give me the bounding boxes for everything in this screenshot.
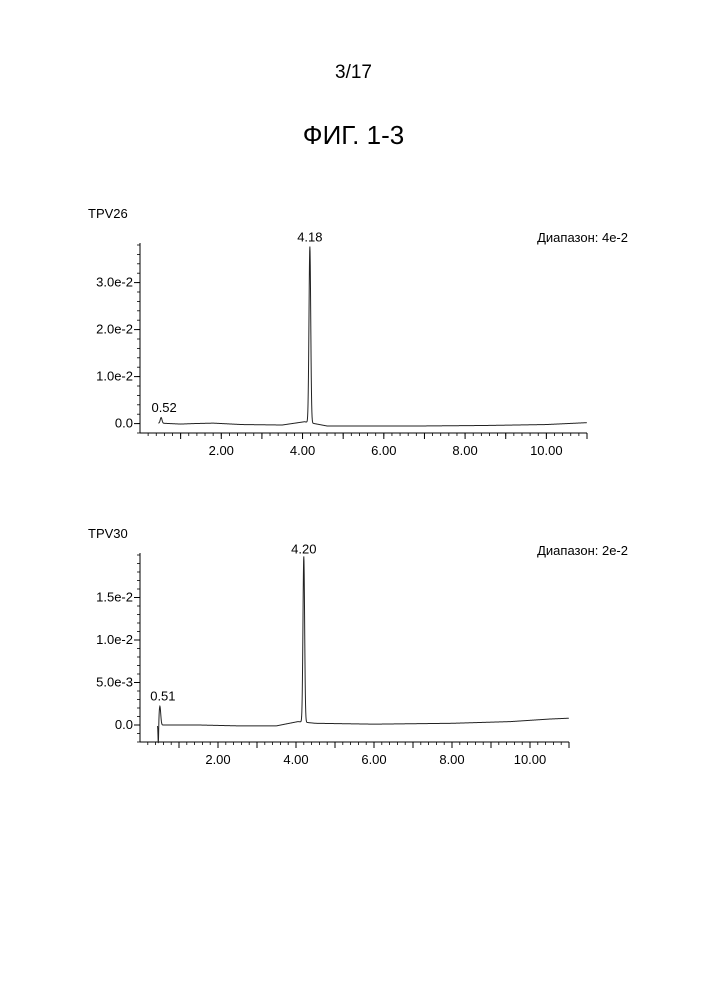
chart-0-range-label: Диапазон: 4e-2 xyxy=(537,230,628,245)
chart-1-trace-line xyxy=(158,556,569,743)
chart-0-title: TPV26 xyxy=(88,206,128,221)
chart-0-x-tick-label: 10.00 xyxy=(530,443,563,458)
chart-0-peak-label: 4.18 xyxy=(297,229,322,244)
chart-1-peak-label: 0.51 xyxy=(150,688,175,703)
chart-0-x-tick-label: 8.00 xyxy=(452,443,477,458)
chart-1-x-tick-label: 8.00 xyxy=(439,752,464,767)
chromatogram-tpv30: TPV30 Диапазон: 2e-2 0.0 5.0e-3 1.0e-2 1.5e-2… xyxy=(0,520,707,780)
chart-1-x-tick-label: 6.00 xyxy=(361,752,386,767)
chart-1-range-label: Диапазон: 2e-2 xyxy=(537,543,628,558)
chart-0-y-tick-label: 0.0 xyxy=(115,416,133,431)
chart-0-peak-label: 0.52 xyxy=(151,400,176,415)
chart-0-trace-line xyxy=(158,246,587,425)
chromatogram-tpv26: TPV26 Диапазон: 4e-2 0.0 1.0e-2 2.0e-2 3.0e-2… xyxy=(0,200,707,470)
chart-0-y-tick-label: 2.0e-2 xyxy=(96,322,133,337)
chart-1-x-tick-label: 2.00 xyxy=(205,752,230,767)
chart-1-peak-label: 4.20 xyxy=(291,541,316,556)
chart-1-x-tick-label: 4.00 xyxy=(283,752,308,767)
chart-0-x-tick-label: 2.00 xyxy=(209,443,234,458)
chart-1-title: TPV30 xyxy=(88,526,128,541)
chart-0-y-tick-label: 1.0e-2 xyxy=(96,369,133,384)
chart-0-y-tick-label: 3.0e-2 xyxy=(96,275,133,290)
chart-1-y-tick-label: 1.5e-2 xyxy=(96,590,133,605)
page-number: 3/17 xyxy=(0,62,707,84)
chart-0-x-tick-label: 6.00 xyxy=(371,443,396,458)
chart-1-y-tick-label: 5.0e-3 xyxy=(96,675,133,690)
chart-1-y-tick-label: 1.0e-2 xyxy=(96,632,133,647)
chart-0-x-tick-label: 4.00 xyxy=(290,443,315,458)
figure-title: ФИГ. 1-3 xyxy=(0,120,707,151)
chart-1-y-tick-label: 0.0 xyxy=(115,717,133,732)
chart-1-x-tick-label: 10.00 xyxy=(514,752,547,767)
